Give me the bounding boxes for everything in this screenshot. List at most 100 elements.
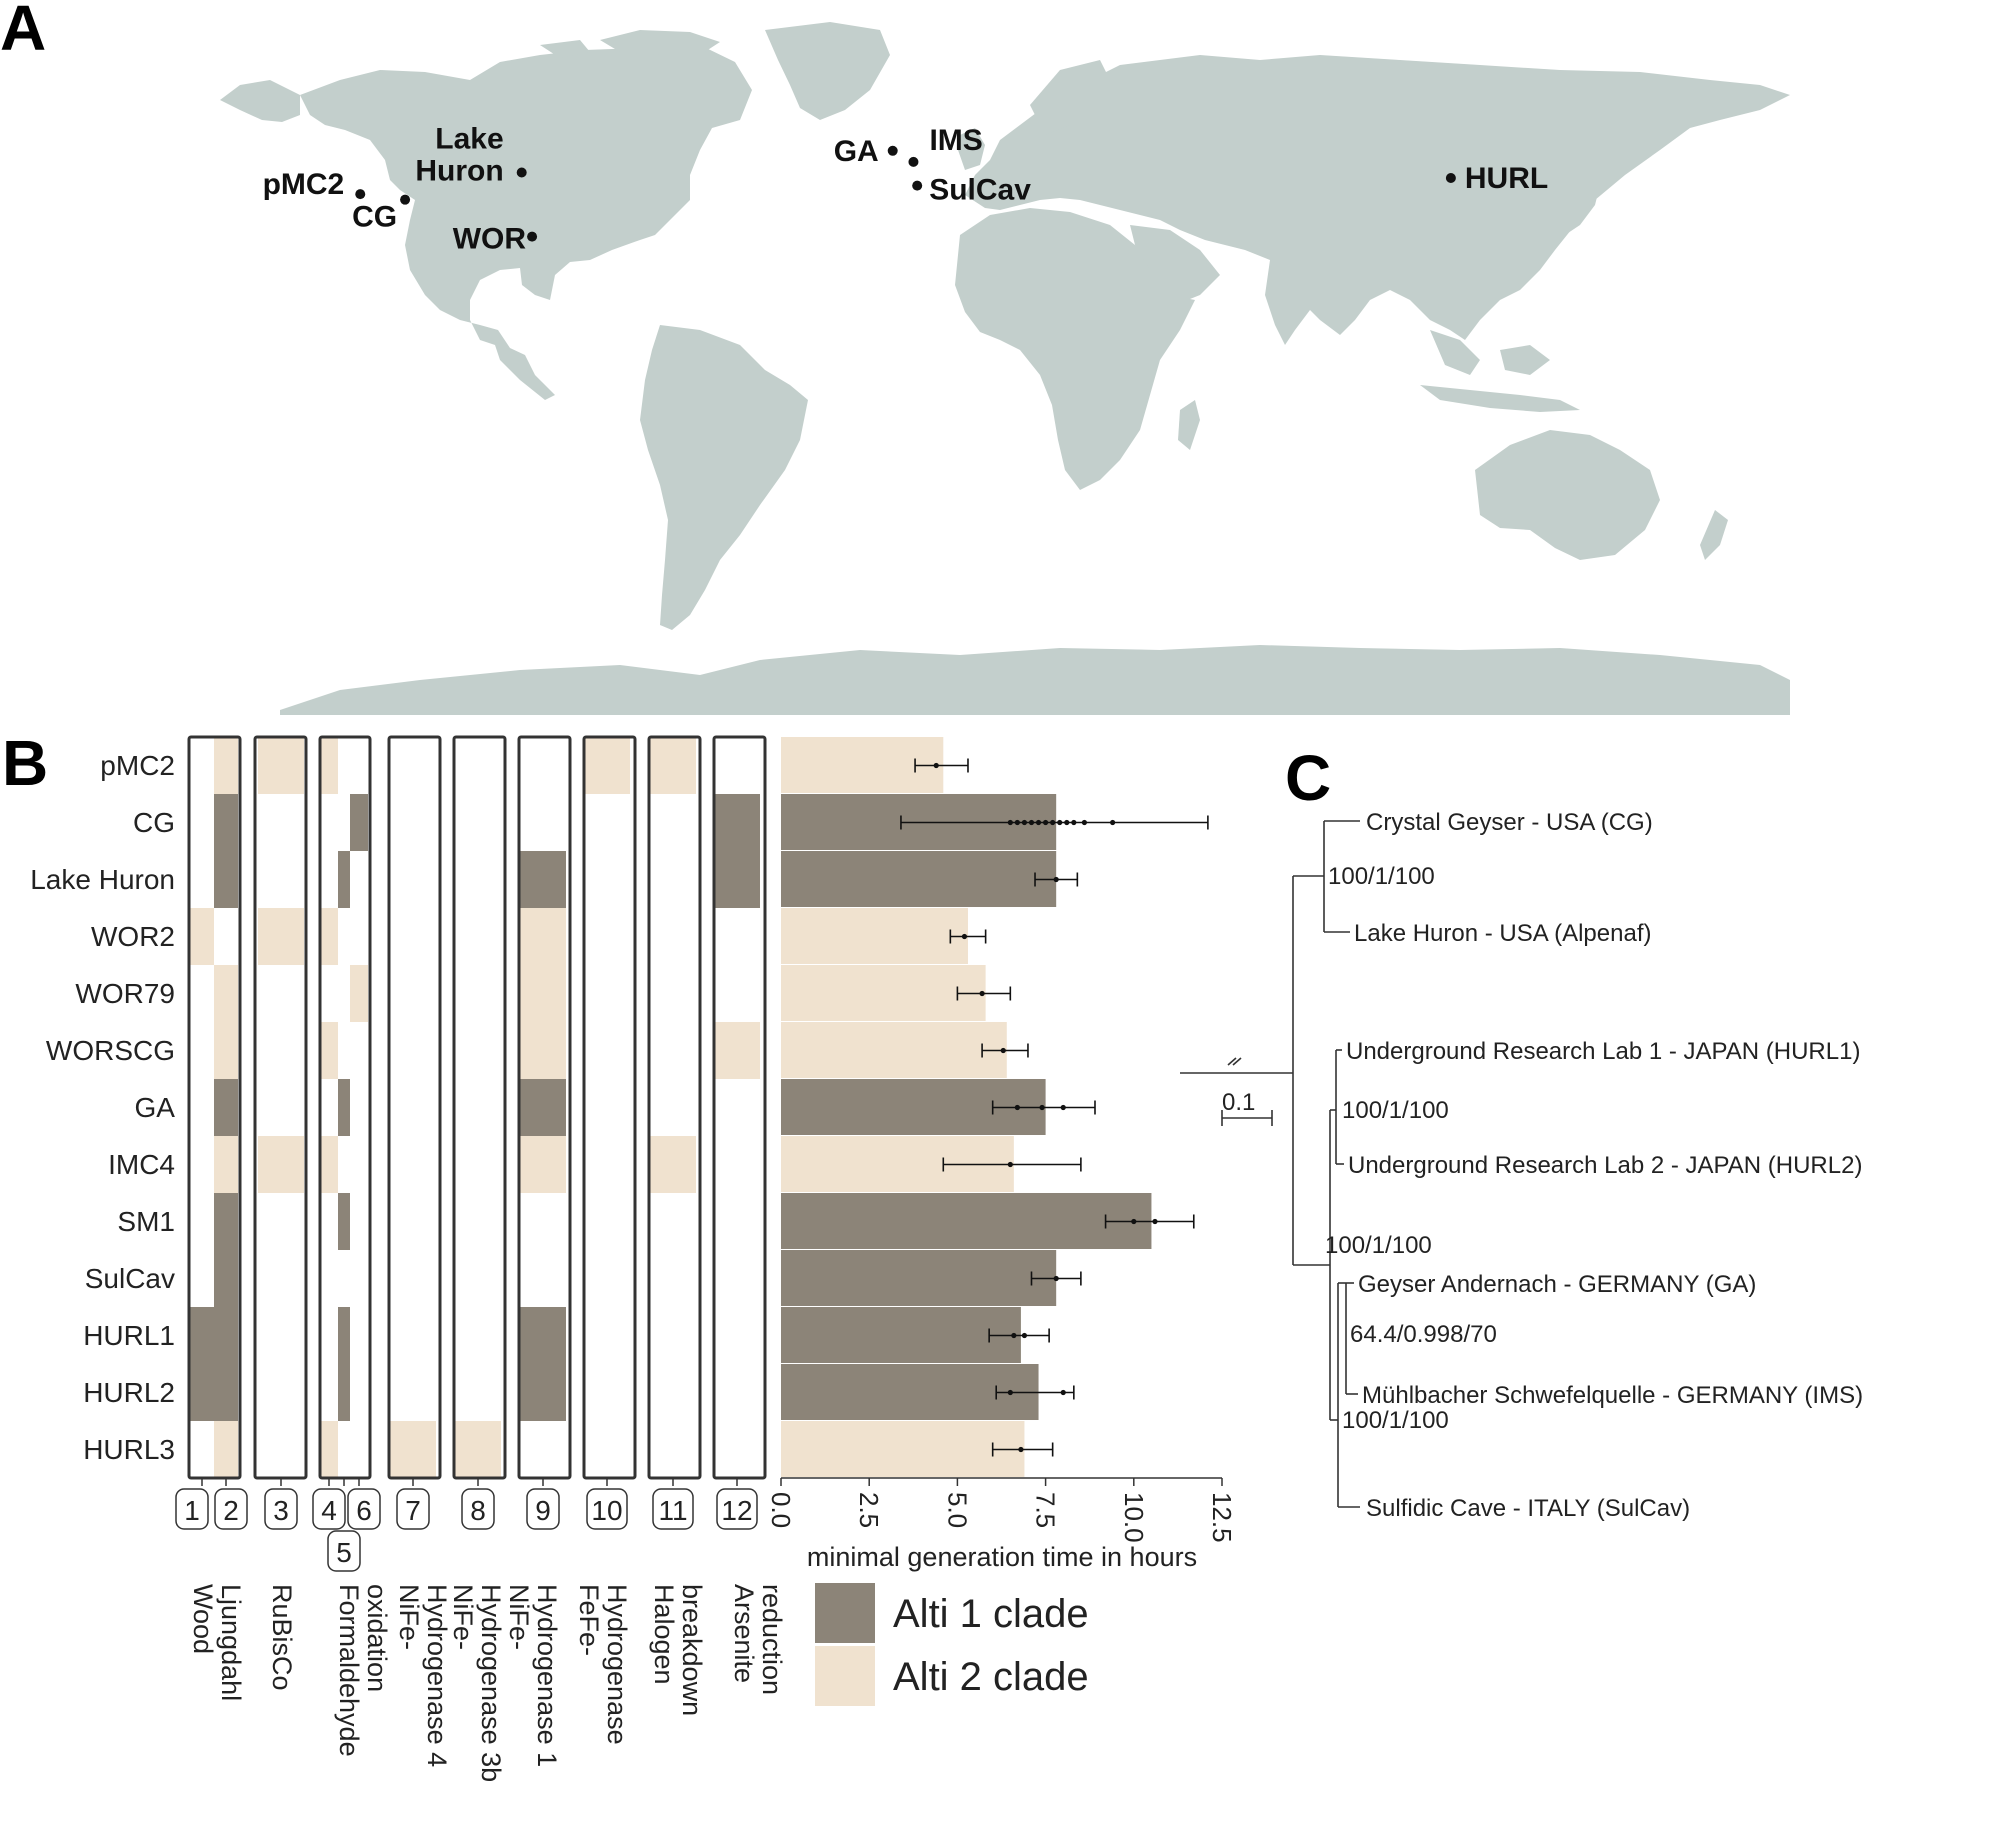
heatmap-cell	[258, 908, 304, 965]
site-label-lake-huron: Lake Huron	[415, 122, 503, 187]
heatmap-cell	[520, 1136, 566, 1193]
row-label-ga: GA	[135, 1092, 176, 1123]
landmass-arctic-islands	[540, 30, 720, 58]
heatmap-group-box	[253, 735, 308, 1480]
heatmap-cell	[214, 794, 238, 851]
row-label-sm1: SM1	[117, 1206, 175, 1237]
heatmap-cell	[320, 737, 338, 794]
site-label-ga: GA	[834, 135, 879, 168]
heatmap-cell	[338, 1079, 350, 1136]
row-label-imc4: IMC4	[108, 1149, 175, 1180]
row-label-hurl2: HURL2	[83, 1377, 175, 1408]
heatmap-cell	[584, 737, 630, 794]
data-point	[1071, 819, 1077, 826]
legend-label-alti2: Alti 2 clade	[893, 1655, 1089, 1699]
function-number-badge	[175, 1488, 209, 1530]
site-dot-hurl	[1445, 173, 1456, 183]
data-point	[933, 762, 939, 769]
heatmap-cell	[214, 965, 238, 1022]
tree-leaf-hurl2: Underground Research Lab 2 - JAPAN (HURL…	[1348, 1152, 1862, 1179]
data-point	[1060, 1389, 1066, 1396]
heatmap-group-box	[517, 735, 572, 1480]
heatmap-cell	[214, 1364, 238, 1421]
function-number-2: 2	[223, 1495, 239, 1526]
landmass-new-zealand	[1700, 510, 1728, 560]
site-label-pmc2: pMC2	[263, 168, 345, 201]
data-point	[1035, 819, 1042, 826]
heatmap-cell	[390, 1421, 436, 1478]
heatmap-cell	[455, 1421, 501, 1478]
site-label-ims: IMS	[929, 124, 982, 157]
heatmap-cell	[258, 737, 304, 794]
row-label-wor79: WOR79	[75, 978, 175, 1009]
function-number-badge	[312, 1488, 346, 1530]
heatmap-cell	[320, 1421, 338, 1478]
heatmap-cell	[520, 1079, 566, 1136]
data-point	[1014, 819, 1020, 826]
function-name-formaldehyde-oxidation: Formaldehydeoxidation	[334, 1584, 392, 1757]
bar-wor2	[781, 908, 968, 964]
row-label-worscg: WORSCG	[46, 1035, 175, 1066]
function-number-1: 1	[184, 1495, 200, 1526]
landmass-greenland	[765, 22, 890, 120]
site-label-sulcav: SulCav	[929, 174, 1031, 207]
tree-support-hurl: 100/1/100	[1342, 1097, 1449, 1124]
x-tick-label: 5.0	[942, 1492, 972, 1528]
row-label-wor2: WOR2	[91, 921, 175, 952]
tree-leaf-sulcav: Sulfidic Cave - ITALY (SulCav)	[1366, 1495, 1690, 1522]
site-dot-pmc2	[355, 189, 366, 200]
tree-leaf-hurl1: Underground Research Lab 1 - JAPAN (HURL…	[1346, 1038, 1860, 1065]
panel-letter-a: A	[0, 0, 46, 64]
heatmap-cell	[338, 851, 350, 908]
data-point	[1039, 1104, 1045, 1111]
row-label-sulcav: SulCav	[85, 1263, 175, 1294]
legend-swatch-alti2	[815, 1646, 875, 1706]
bar-sm1	[781, 1193, 1152, 1249]
function-number-4: 4	[321, 1495, 337, 1526]
heatmap-cell	[338, 1364, 350, 1421]
x-tick-label: 12.5	[1207, 1492, 1237, 1543]
function-number-labels: 1 2 3 456 7 8 9 10 11 12	[175, 1488, 758, 1572]
heatmap-group-box	[647, 735, 702, 1480]
function-number-badge	[396, 1488, 430, 1530]
landmass-madagascar	[1178, 400, 1200, 450]
landmass-north-america	[300, 45, 752, 400]
landmass-scandinavia	[1030, 60, 1110, 135]
bar-worscg	[781, 1022, 1007, 1078]
bar-hurl3	[781, 1421, 1025, 1477]
x-tick-label: 10.0	[1119, 1492, 1149, 1543]
heatmap-cell	[714, 794, 760, 851]
x-axis-title: minimal generation time in hours	[807, 1542, 1197, 1572]
data-point	[1043, 819, 1049, 826]
heatmap-cell	[214, 1250, 238, 1307]
function-number-9: 9	[535, 1495, 551, 1526]
landmass-south-america	[640, 325, 808, 630]
phylogenetic-tree	[1180, 820, 1360, 1508]
heatmap-group-box	[452, 735, 507, 1480]
function-number-12: 12	[721, 1495, 752, 1526]
heatmap-group-box	[318, 735, 372, 1480]
tree-root-break-2	[1232, 1057, 1242, 1066]
site-dot-lake-huron	[516, 167, 527, 178]
function-number-badge	[526, 1488, 560, 1530]
heatmap-cell	[190, 1307, 214, 1364]
heatmap-cell	[214, 1193, 238, 1250]
row-label-pmc2: pMC2	[100, 750, 175, 781]
x-tick-label: 2.5	[854, 1492, 884, 1528]
tree-leaf-ga: Geyser Andernach - GERMANY (GA)	[1358, 1271, 1756, 1298]
function-name-arsenite-reduction: Arsenitereduction	[729, 1584, 787, 1695]
bar-hurl1	[781, 1307, 1021, 1363]
data-point	[1110, 819, 1116, 826]
x-tick-label: 7.5	[1031, 1492, 1061, 1528]
function-number-badge	[586, 1488, 628, 1530]
data-point	[1081, 819, 1088, 826]
data-point	[1053, 876, 1059, 883]
data-point	[1152, 1218, 1158, 1225]
data-point	[1021, 1332, 1028, 1339]
heatmap-group-box	[187, 735, 242, 1480]
function-name-halogen-breakdown: Halogenbreakdown	[649, 1584, 707, 1716]
heatmap-cell	[338, 1307, 350, 1364]
data-point	[1057, 819, 1063, 826]
heatmap-cell	[320, 908, 338, 965]
